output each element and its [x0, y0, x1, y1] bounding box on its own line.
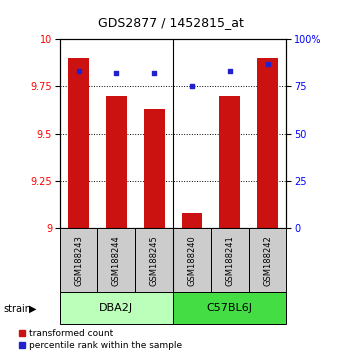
Text: GSM188243: GSM188243: [74, 235, 83, 286]
Bar: [60, 228, 98, 292]
Bar: [106, 96, 127, 228]
Point: [189, 84, 195, 89]
Point: [227, 68, 233, 74]
Text: C57BL6J: C57BL6J: [207, 303, 253, 313]
Text: DBA2J: DBA2J: [99, 303, 133, 313]
Bar: [98, 228, 135, 292]
Bar: [257, 58, 278, 228]
Text: GSM188242: GSM188242: [263, 235, 272, 286]
Bar: [60, 292, 173, 324]
Bar: [68, 58, 89, 228]
Legend: transformed count, percentile rank within the sample: transformed count, percentile rank withi…: [18, 330, 182, 350]
Bar: [135, 228, 173, 292]
Point: [76, 68, 81, 74]
Point: [151, 70, 157, 76]
Text: GSM188240: GSM188240: [188, 235, 196, 286]
Bar: [181, 213, 202, 228]
Bar: [173, 292, 286, 324]
Text: GSM188245: GSM188245: [150, 235, 159, 286]
Text: GSM188241: GSM188241: [225, 235, 234, 286]
Text: GDS2877 / 1452815_at: GDS2877 / 1452815_at: [98, 16, 243, 29]
Text: strain: strain: [3, 304, 31, 314]
Bar: [211, 228, 249, 292]
Bar: [144, 109, 165, 228]
Bar: [219, 96, 240, 228]
Point: [114, 70, 119, 76]
Text: ▶: ▶: [29, 304, 36, 314]
Bar: [173, 228, 211, 292]
Bar: [249, 228, 286, 292]
Point: [265, 61, 270, 67]
Text: GSM188244: GSM188244: [112, 235, 121, 286]
